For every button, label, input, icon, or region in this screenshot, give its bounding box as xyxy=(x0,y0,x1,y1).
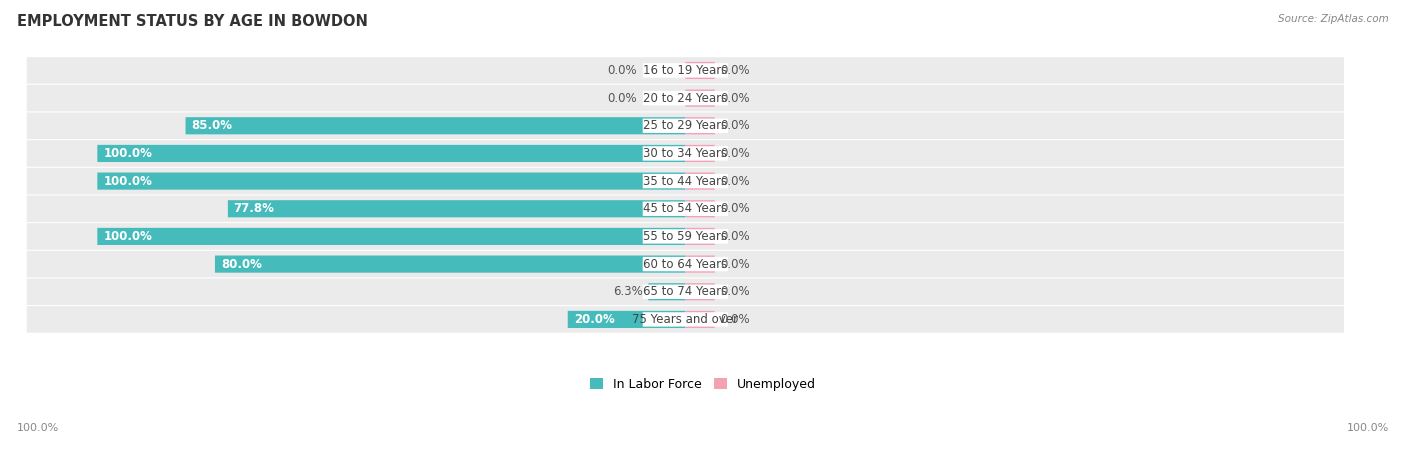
Text: 65 to 74 Years: 65 to 74 Years xyxy=(643,285,727,298)
Text: 0.0%: 0.0% xyxy=(607,64,637,77)
FancyBboxPatch shape xyxy=(27,278,1344,305)
Text: 0.0%: 0.0% xyxy=(721,92,751,105)
Legend: In Labor Force, Unemployed: In Labor Force, Unemployed xyxy=(585,373,821,396)
Text: 100.0%: 100.0% xyxy=(103,147,152,160)
FancyBboxPatch shape xyxy=(643,119,728,133)
FancyBboxPatch shape xyxy=(685,283,714,300)
Text: 0.0%: 0.0% xyxy=(721,230,751,243)
FancyBboxPatch shape xyxy=(215,256,685,273)
Text: 16 to 19 Years: 16 to 19 Years xyxy=(643,64,727,77)
FancyBboxPatch shape xyxy=(27,251,1344,277)
Text: 25 to 29 Years: 25 to 29 Years xyxy=(643,119,727,132)
Text: 75 Years and over: 75 Years and over xyxy=(633,313,738,326)
Text: 100.0%: 100.0% xyxy=(17,423,59,433)
Text: 55 to 59 Years: 55 to 59 Years xyxy=(644,230,727,243)
FancyBboxPatch shape xyxy=(685,62,714,79)
Text: Source: ZipAtlas.com: Source: ZipAtlas.com xyxy=(1278,14,1389,23)
FancyBboxPatch shape xyxy=(643,146,728,161)
FancyBboxPatch shape xyxy=(643,229,728,244)
FancyBboxPatch shape xyxy=(97,228,685,245)
FancyBboxPatch shape xyxy=(27,85,1344,111)
Text: 77.8%: 77.8% xyxy=(233,202,274,215)
FancyBboxPatch shape xyxy=(643,202,728,216)
FancyBboxPatch shape xyxy=(568,311,685,328)
FancyBboxPatch shape xyxy=(27,195,1344,222)
Text: 0.0%: 0.0% xyxy=(721,285,751,298)
FancyBboxPatch shape xyxy=(27,223,1344,250)
Text: 0.0%: 0.0% xyxy=(721,147,751,160)
Text: 35 to 44 Years: 35 to 44 Years xyxy=(644,175,727,188)
Text: 6.3%: 6.3% xyxy=(613,285,643,298)
FancyBboxPatch shape xyxy=(27,168,1344,194)
FancyBboxPatch shape xyxy=(643,63,728,78)
Text: 30 to 34 Years: 30 to 34 Years xyxy=(644,147,727,160)
FancyBboxPatch shape xyxy=(685,117,714,134)
FancyBboxPatch shape xyxy=(685,311,714,328)
FancyBboxPatch shape xyxy=(186,117,685,134)
Text: 20.0%: 20.0% xyxy=(574,313,614,326)
Text: 0.0%: 0.0% xyxy=(721,175,751,188)
Text: 0.0%: 0.0% xyxy=(721,258,751,271)
Text: 0.0%: 0.0% xyxy=(721,313,751,326)
FancyBboxPatch shape xyxy=(643,312,728,327)
Text: 85.0%: 85.0% xyxy=(191,119,232,132)
FancyBboxPatch shape xyxy=(27,306,1344,333)
FancyBboxPatch shape xyxy=(685,90,714,107)
Text: EMPLOYMENT STATUS BY AGE IN BOWDON: EMPLOYMENT STATUS BY AGE IN BOWDON xyxy=(17,14,368,28)
FancyBboxPatch shape xyxy=(685,256,714,273)
FancyBboxPatch shape xyxy=(643,91,728,105)
Text: 0.0%: 0.0% xyxy=(721,119,751,132)
FancyBboxPatch shape xyxy=(685,173,714,190)
FancyBboxPatch shape xyxy=(643,174,728,189)
FancyBboxPatch shape xyxy=(27,112,1344,139)
FancyBboxPatch shape xyxy=(97,145,685,162)
FancyBboxPatch shape xyxy=(228,200,685,217)
Text: 100.0%: 100.0% xyxy=(103,230,152,243)
Text: 0.0%: 0.0% xyxy=(607,92,637,105)
FancyBboxPatch shape xyxy=(643,257,728,272)
Text: 20 to 24 Years: 20 to 24 Years xyxy=(643,92,727,105)
Text: 45 to 54 Years: 45 to 54 Years xyxy=(644,202,727,215)
FancyBboxPatch shape xyxy=(27,140,1344,167)
Text: 60 to 64 Years: 60 to 64 Years xyxy=(643,258,727,271)
Text: 100.0%: 100.0% xyxy=(1347,423,1389,433)
Text: 100.0%: 100.0% xyxy=(103,175,152,188)
FancyBboxPatch shape xyxy=(685,228,714,245)
FancyBboxPatch shape xyxy=(27,57,1344,84)
FancyBboxPatch shape xyxy=(643,285,728,299)
FancyBboxPatch shape xyxy=(648,283,685,300)
FancyBboxPatch shape xyxy=(685,200,714,217)
FancyBboxPatch shape xyxy=(685,145,714,162)
Text: 0.0%: 0.0% xyxy=(721,64,751,77)
Text: 80.0%: 80.0% xyxy=(221,258,262,271)
Text: 0.0%: 0.0% xyxy=(721,202,751,215)
FancyBboxPatch shape xyxy=(97,173,685,190)
